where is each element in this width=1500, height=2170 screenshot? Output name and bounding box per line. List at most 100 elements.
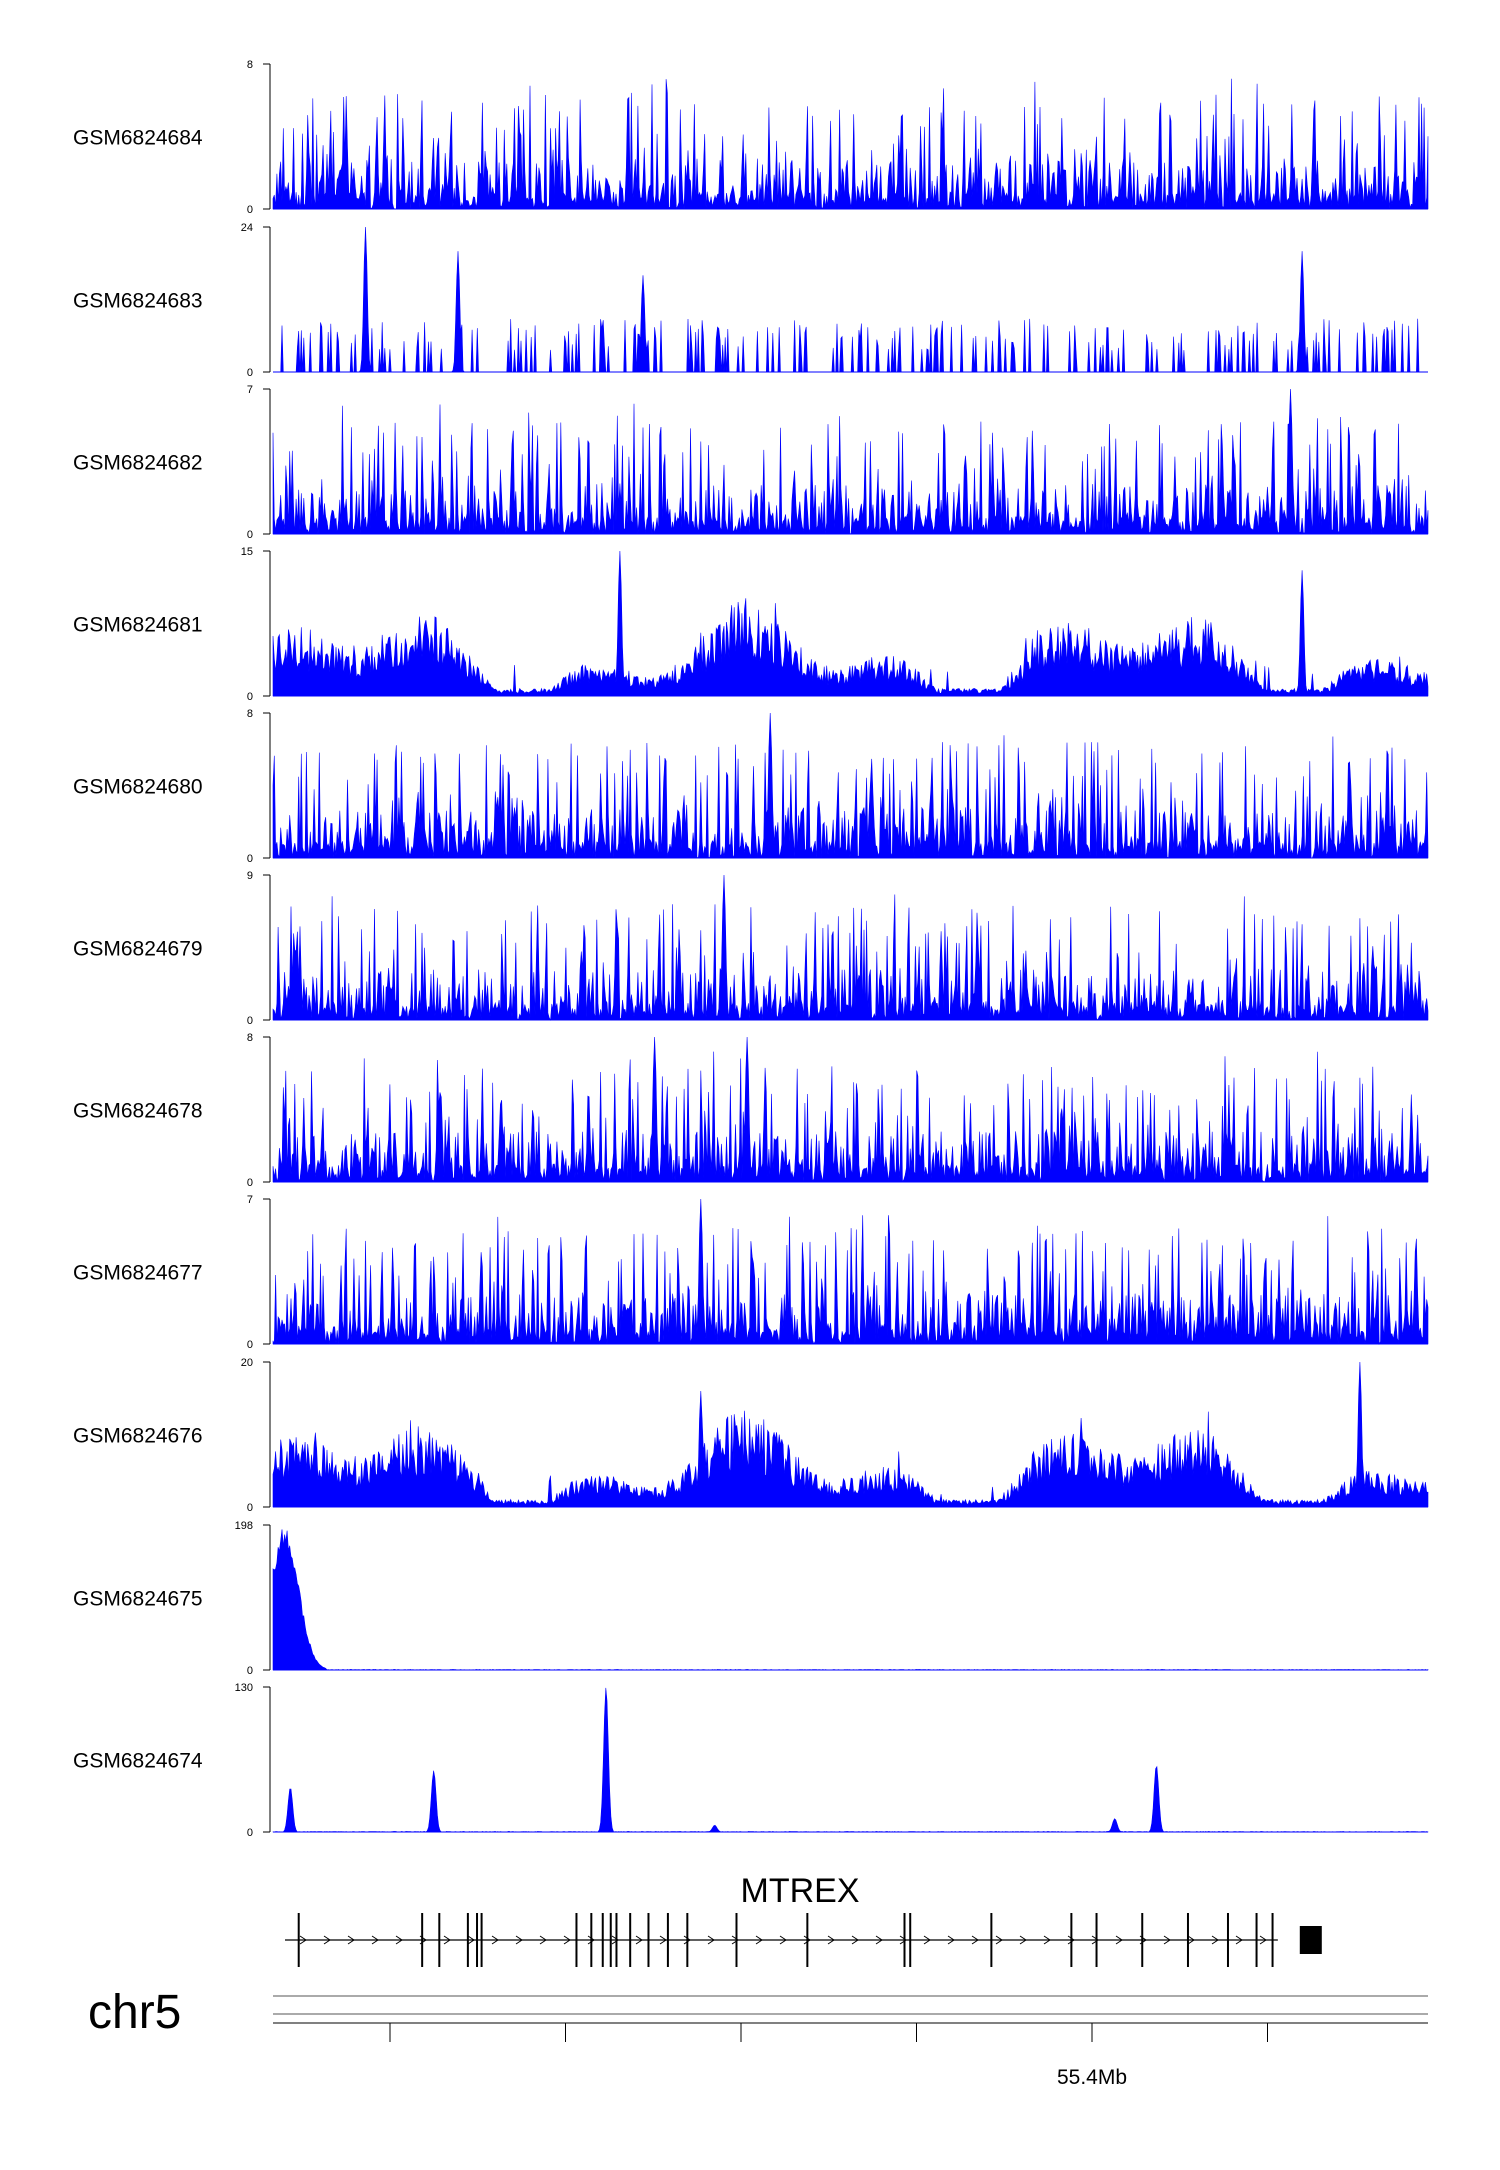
y-max-label: 15 bbox=[241, 546, 253, 558]
y-max-label: 198 bbox=[235, 1520, 253, 1532]
coverage-area bbox=[273, 226, 1428, 373]
strand-arrow bbox=[1211, 1935, 1219, 1945]
gene-model-mtrex: MTREX bbox=[285, 1872, 1322, 1967]
coverage-area bbox=[272, 1529, 1429, 1671]
strand-arrow bbox=[1187, 1935, 1195, 1945]
strand-arrow bbox=[1091, 1935, 1099, 1945]
track-label: GSM6824678 bbox=[73, 1100, 203, 1123]
strand-arrow bbox=[635, 1935, 643, 1945]
strand-arrow bbox=[683, 1935, 691, 1945]
y-min-label: 0 bbox=[247, 691, 253, 703]
track-GSM6824682: GSM6824682 7 0 bbox=[73, 384, 1429, 541]
y-min-label: 0 bbox=[247, 204, 253, 216]
gene-name-label: MTREX bbox=[741, 1872, 860, 1910]
strand-arrow bbox=[803, 1935, 811, 1945]
strand-arrow bbox=[347, 1935, 355, 1945]
strand-arrow bbox=[1019, 1935, 1027, 1945]
track-GSM6824679: GSM6824679 9 0 bbox=[73, 870, 1429, 1027]
strand-arrow bbox=[899, 1935, 907, 1945]
y-min-label: 0 bbox=[247, 1015, 253, 1027]
track-GSM6824681: GSM6824681 15 0 bbox=[73, 546, 1429, 703]
strand-arrow bbox=[947, 1935, 955, 1945]
coverage-area bbox=[272, 874, 1429, 1021]
track-GSM6824676: GSM6824676 20 0 bbox=[73, 1357, 1429, 1514]
strand-arrow bbox=[467, 1935, 475, 1945]
utr-exon bbox=[1299, 1926, 1322, 1954]
track-label: GSM6824680 bbox=[73, 776, 203, 799]
coverage-tracks: GSM682468480GSM6824683240GSM682468270GSM… bbox=[73, 59, 1429, 1839]
track-label: GSM6824684 bbox=[73, 127, 203, 150]
strand-arrow bbox=[1163, 1935, 1171, 1945]
strand-arrow bbox=[299, 1935, 307, 1945]
strand-arrow bbox=[707, 1935, 715, 1945]
strand-arrow bbox=[1259, 1935, 1267, 1945]
chromosome-label: chr5 bbox=[88, 1986, 181, 2039]
strand-arrow bbox=[443, 1935, 451, 1945]
track-label: GSM6824677 bbox=[73, 1262, 203, 1285]
strand-arrow bbox=[923, 1935, 931, 1945]
x-axis-tick-label: 55.4Mb bbox=[1057, 2066, 1127, 2089]
track-label: GSM6824679 bbox=[73, 938, 203, 961]
coverage-area bbox=[272, 1361, 1429, 1508]
track-label: GSM6824682 bbox=[73, 452, 203, 475]
track-label: GSM6824675 bbox=[73, 1588, 203, 1611]
strand-arrow bbox=[827, 1935, 835, 1945]
strand-arrow bbox=[587, 1935, 595, 1945]
strand-arrow bbox=[563, 1935, 571, 1945]
y-min-label: 0 bbox=[247, 1339, 253, 1351]
track-GSM6824675: GSM6824675 198 0 bbox=[73, 1520, 1429, 1677]
strand-arrow bbox=[755, 1935, 763, 1945]
coverage-area bbox=[272, 78, 1429, 210]
strand-arrow bbox=[875, 1935, 883, 1945]
y-min-label: 0 bbox=[247, 1502, 253, 1514]
strand-arrow bbox=[1115, 1935, 1123, 1945]
y-max-label: 24 bbox=[241, 222, 253, 234]
strand-arrow bbox=[371, 1935, 379, 1945]
track-label: GSM6824683 bbox=[73, 290, 203, 313]
strand-arrow bbox=[995, 1935, 1003, 1945]
strand-arrow bbox=[779, 1935, 787, 1945]
y-max-label: 7 bbox=[247, 1194, 253, 1206]
coverage-area bbox=[272, 1198, 1429, 1346]
y-max-label: 130 bbox=[235, 1682, 253, 1694]
track-GSM6824674: GSM6824674 130 0 bbox=[73, 1682, 1429, 1839]
y-max-label: 20 bbox=[241, 1357, 253, 1369]
strand-arrow bbox=[515, 1935, 523, 1945]
track-GSM6824677: GSM6824677 7 0 bbox=[73, 1194, 1429, 1351]
strand-arrow bbox=[731, 1935, 739, 1945]
strand-arrow bbox=[491, 1935, 499, 1945]
coverage-area bbox=[272, 550, 1429, 697]
track-GSM6824680: GSM6824680 8 0 bbox=[73, 708, 1429, 865]
strand-arrow bbox=[323, 1935, 331, 1945]
y-min-label: 0 bbox=[247, 367, 253, 379]
y-max-label: 8 bbox=[247, 708, 253, 720]
coverage-area bbox=[272, 388, 1429, 535]
strand-arrow bbox=[971, 1935, 979, 1945]
strand-arrow bbox=[659, 1935, 667, 1945]
track-label: GSM6824674 bbox=[73, 1750, 203, 1773]
y-max-label: 8 bbox=[247, 1032, 253, 1044]
y-max-label: 7 bbox=[247, 384, 253, 396]
coverage-area bbox=[272, 712, 1429, 859]
y-min-label: 0 bbox=[247, 529, 253, 541]
strand-arrow bbox=[395, 1935, 403, 1945]
genomic-coordinate-axis: 55.4Mb bbox=[273, 1995, 1428, 2089]
track-label: GSM6824676 bbox=[73, 1425, 203, 1448]
strand-arrow bbox=[1235, 1935, 1243, 1945]
coverage-area bbox=[272, 1036, 1429, 1183]
strand-arrow bbox=[1043, 1935, 1051, 1945]
y-min-label: 0 bbox=[247, 853, 253, 865]
track-GSM6824683: GSM6824683 24 0 bbox=[73, 222, 1428, 379]
track-label: GSM6824681 bbox=[73, 614, 203, 637]
strand-arrow bbox=[611, 1935, 619, 1945]
strand-arrow bbox=[539, 1935, 547, 1945]
y-min-label: 0 bbox=[247, 1177, 253, 1189]
coverage-area bbox=[272, 1687, 1429, 1833]
y-max-label: 9 bbox=[247, 870, 253, 882]
strand-arrow bbox=[851, 1935, 859, 1945]
track-GSM6824678: GSM6824678 8 0 bbox=[73, 1032, 1429, 1189]
track-GSM6824684: GSM6824684 8 0 bbox=[73, 59, 1429, 216]
y-min-label: 0 bbox=[247, 1665, 253, 1677]
y-max-label: 8 bbox=[247, 59, 253, 71]
